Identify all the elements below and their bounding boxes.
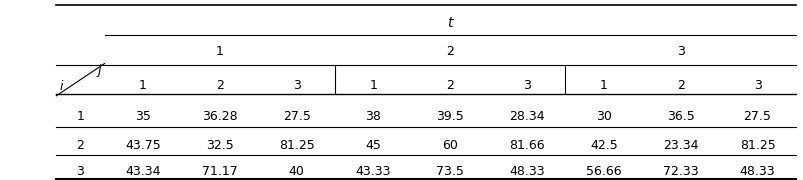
Text: 2: 2: [76, 139, 84, 152]
Text: 48.33: 48.33: [508, 165, 544, 178]
Text: 56.66: 56.66: [585, 165, 621, 178]
Text: 45: 45: [365, 139, 381, 152]
Text: 3: 3: [292, 79, 300, 93]
Text: 1: 1: [139, 79, 147, 93]
Text: 3: 3: [76, 165, 84, 178]
Text: 30: 30: [595, 110, 611, 123]
Text: 1: 1: [215, 45, 223, 58]
Text: j: j: [98, 64, 101, 77]
Text: 38: 38: [365, 110, 381, 123]
Text: 1: 1: [369, 79, 377, 93]
Text: 43.33: 43.33: [355, 165, 391, 178]
Text: 73.5: 73.5: [436, 165, 463, 178]
Text: 36.5: 36.5: [666, 110, 694, 123]
Text: 1: 1: [599, 79, 607, 93]
Text: 81.66: 81.66: [508, 139, 544, 152]
Text: 3: 3: [752, 79, 760, 93]
Text: 23.34: 23.34: [662, 139, 698, 152]
Text: 3: 3: [523, 79, 530, 93]
Text: 36.28: 36.28: [202, 110, 237, 123]
Text: 3: 3: [676, 45, 684, 58]
Text: 48.33: 48.33: [739, 165, 774, 178]
Text: 40: 40: [288, 165, 304, 178]
Text: 2: 2: [446, 79, 454, 93]
Text: 27.5: 27.5: [743, 110, 771, 123]
Text: 2: 2: [446, 45, 454, 58]
Text: 1: 1: [76, 110, 84, 123]
Text: i: i: [59, 80, 63, 93]
Text: 81.25: 81.25: [739, 139, 774, 152]
Text: 27.5: 27.5: [283, 110, 310, 123]
Text: 43.34: 43.34: [125, 165, 161, 178]
Text: 2: 2: [676, 79, 684, 93]
Text: 60: 60: [442, 139, 458, 152]
Text: 2: 2: [215, 79, 223, 93]
Text: 43.75: 43.75: [125, 139, 161, 152]
Text: 42.5: 42.5: [589, 139, 617, 152]
Text: 35: 35: [135, 110, 151, 123]
Text: 72.33: 72.33: [662, 165, 698, 178]
Text: 71.17: 71.17: [202, 165, 238, 178]
Text: 39.5: 39.5: [436, 110, 463, 123]
Text: 32.5: 32.5: [206, 139, 234, 152]
Text: 28.34: 28.34: [508, 110, 544, 123]
Text: t: t: [447, 16, 452, 30]
Text: 81.25: 81.25: [279, 139, 314, 152]
